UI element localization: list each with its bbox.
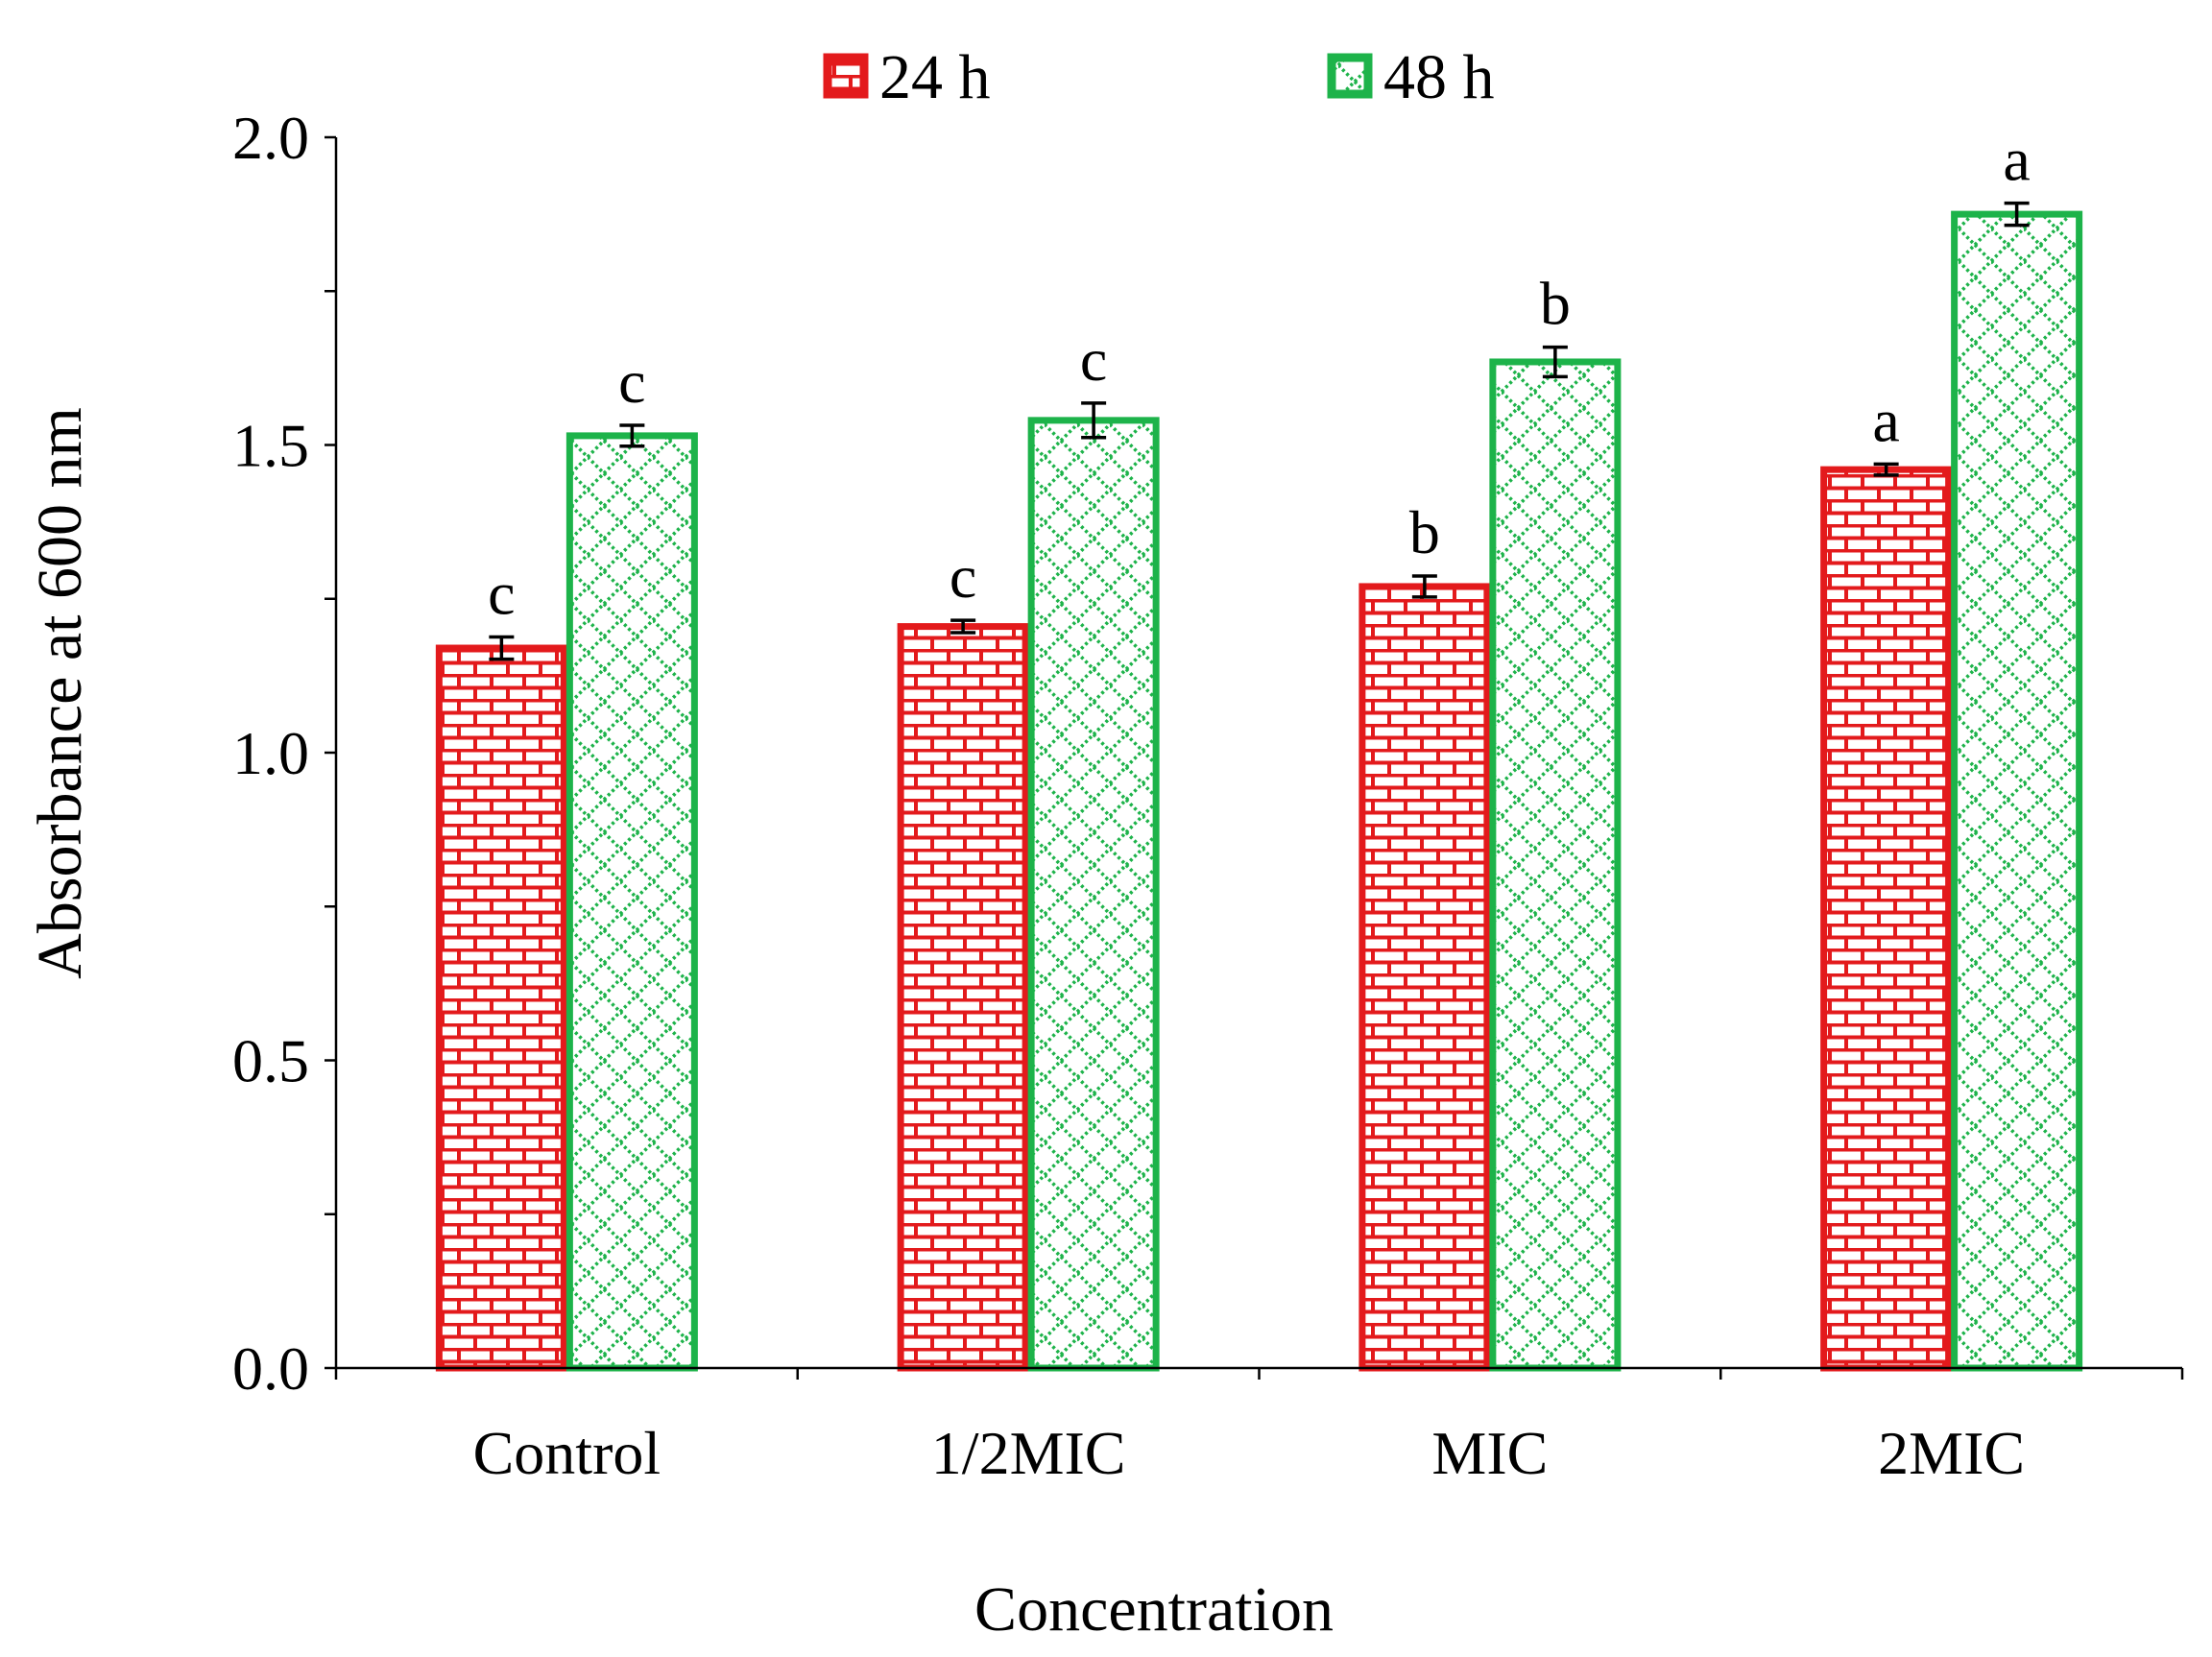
y-tick-label: 0.5 [232, 1027, 309, 1095]
significance-label: b [1409, 498, 1440, 566]
error-bars-layer [489, 201, 2030, 661]
bar-24h-0 [435, 644, 567, 1372]
error-bar [950, 618, 976, 635]
axes-layer: 0.0 0.5 1.0 1.5 2.0 Control 1/2MIC MIC 2MIC [232, 104, 2184, 1487]
legend-item-48h: 48 h [1327, 42, 1495, 112]
x-axis-title: Concentration [974, 1574, 1334, 1645]
legend-label: 24 h [879, 42, 991, 112]
significance-label: c [488, 559, 515, 627]
significance-label: c [618, 348, 645, 416]
error-bar [1081, 401, 1107, 440]
error-bar [2004, 201, 2030, 228]
legend-label: 48 h [1383, 42, 1495, 112]
x-tick-label: 1/2MIC [931, 1419, 1126, 1487]
bar-48h-2 [1489, 358, 1622, 1372]
y-tick-label: 2.0 [232, 104, 309, 172]
x-tick-label: 2MIC [1878, 1419, 2025, 1487]
bars-layer [435, 210, 2083, 1372]
significance-label: c [950, 542, 976, 611]
error-bar [489, 635, 515, 661]
y-axis-title: Absorbance at 600 nm [25, 407, 95, 979]
legend-swatch [823, 53, 869, 99]
significance-label: a [1872, 386, 1899, 454]
bar-24h-2 [1358, 583, 1491, 1372]
legend-swatch [1327, 53, 1373, 99]
x-tick-label: MIC [1431, 1419, 1548, 1487]
error-bar [1542, 345, 1568, 379]
legend: 24 h 48 h [823, 42, 1495, 112]
x-tick-label: Control [473, 1419, 661, 1487]
bar-24h-1 [897, 623, 1029, 1372]
y-tick-label: 0.0 [232, 1334, 309, 1403]
bar-48h-0 [565, 432, 698, 1372]
significance-label: c [1080, 325, 1107, 394]
y-tick-label: 1.5 [232, 412, 309, 480]
error-bar [1873, 462, 1899, 477]
bar-24h-3 [1820, 466, 1953, 1372]
significance-label: a [2003, 126, 2030, 194]
bar-48h-1 [1027, 417, 1160, 1372]
error-bar [1411, 574, 1437, 599]
legend-item-24h: 24 h [823, 42, 991, 112]
y-tick-label: 1.0 [232, 719, 309, 787]
error-bar [619, 423, 645, 448]
significance-label: b [1540, 270, 1571, 338]
significance-labels-layer: c c b a c c b a [488, 126, 2031, 628]
bar-48h-3 [1951, 210, 2083, 1372]
